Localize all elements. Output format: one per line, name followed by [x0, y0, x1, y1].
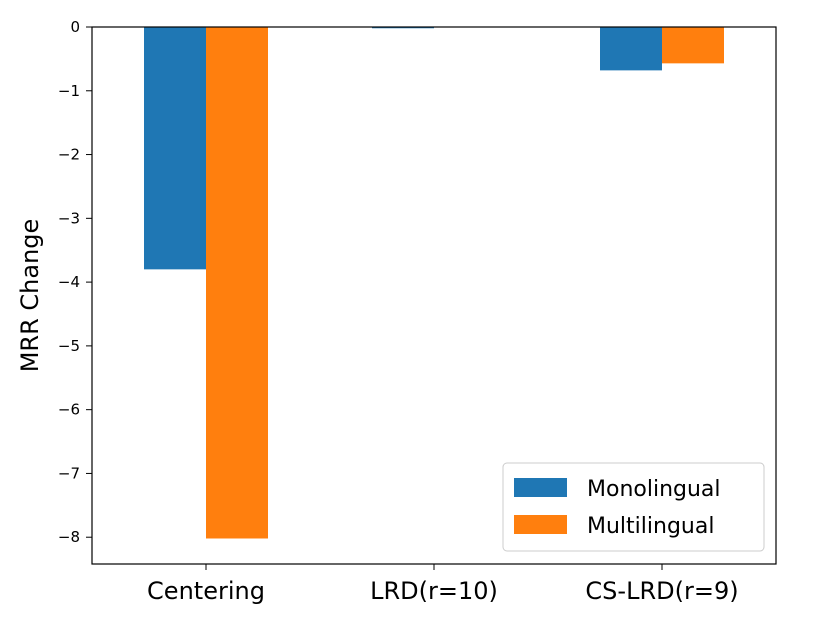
- x-tick-label: LRD(r=10): [370, 577, 498, 605]
- y-tick-label: −1: [58, 82, 80, 100]
- y-tick-label: −4: [58, 273, 80, 291]
- legend-label-multilingual: Multilingual: [587, 514, 714, 539]
- y-tick-label: −3: [58, 209, 80, 227]
- x-tick-label: Centering: [147, 577, 265, 605]
- y-axis-title: MRR Change: [16, 219, 44, 373]
- plot-frame: [91, 26, 777, 565]
- bar-monolingual-lrd-r-10: [372, 27, 434, 29]
- bar-multilingual-cs-lrd-r-9: [662, 27, 724, 64]
- legend-swatch-multilingual: [514, 515, 567, 534]
- y-tick-label: −2: [58, 146, 80, 164]
- y-tick-label: 0: [70, 18, 80, 36]
- legend-swatch-monolingual: [514, 478, 567, 497]
- bar-monolingual-cs-lrd-r-9: [600, 27, 662, 71]
- y-tick-label: −5: [58, 337, 80, 355]
- y-tick-label: −7: [58, 464, 80, 482]
- legend-label-monolingual: Monolingual: [587, 477, 721, 502]
- legend-box: [502, 462, 765, 552]
- ticks-group: Centering LRD(r=10) CS-LRD(r=9) 0 −1 −2 −3 −4 −5…: [58, 18, 739, 605]
- y-tick-label: −8: [58, 528, 80, 546]
- y-tick-label: −6: [58, 401, 80, 419]
- bars-group: [144, 27, 724, 539]
- bar-multilingual-centering: [206, 27, 268, 539]
- x-tick-label: CS-LRD(r=9): [585, 577, 738, 605]
- bar-monolingual-centering: [144, 27, 206, 270]
- legend: Monolingual Multilingual: [502, 462, 765, 552]
